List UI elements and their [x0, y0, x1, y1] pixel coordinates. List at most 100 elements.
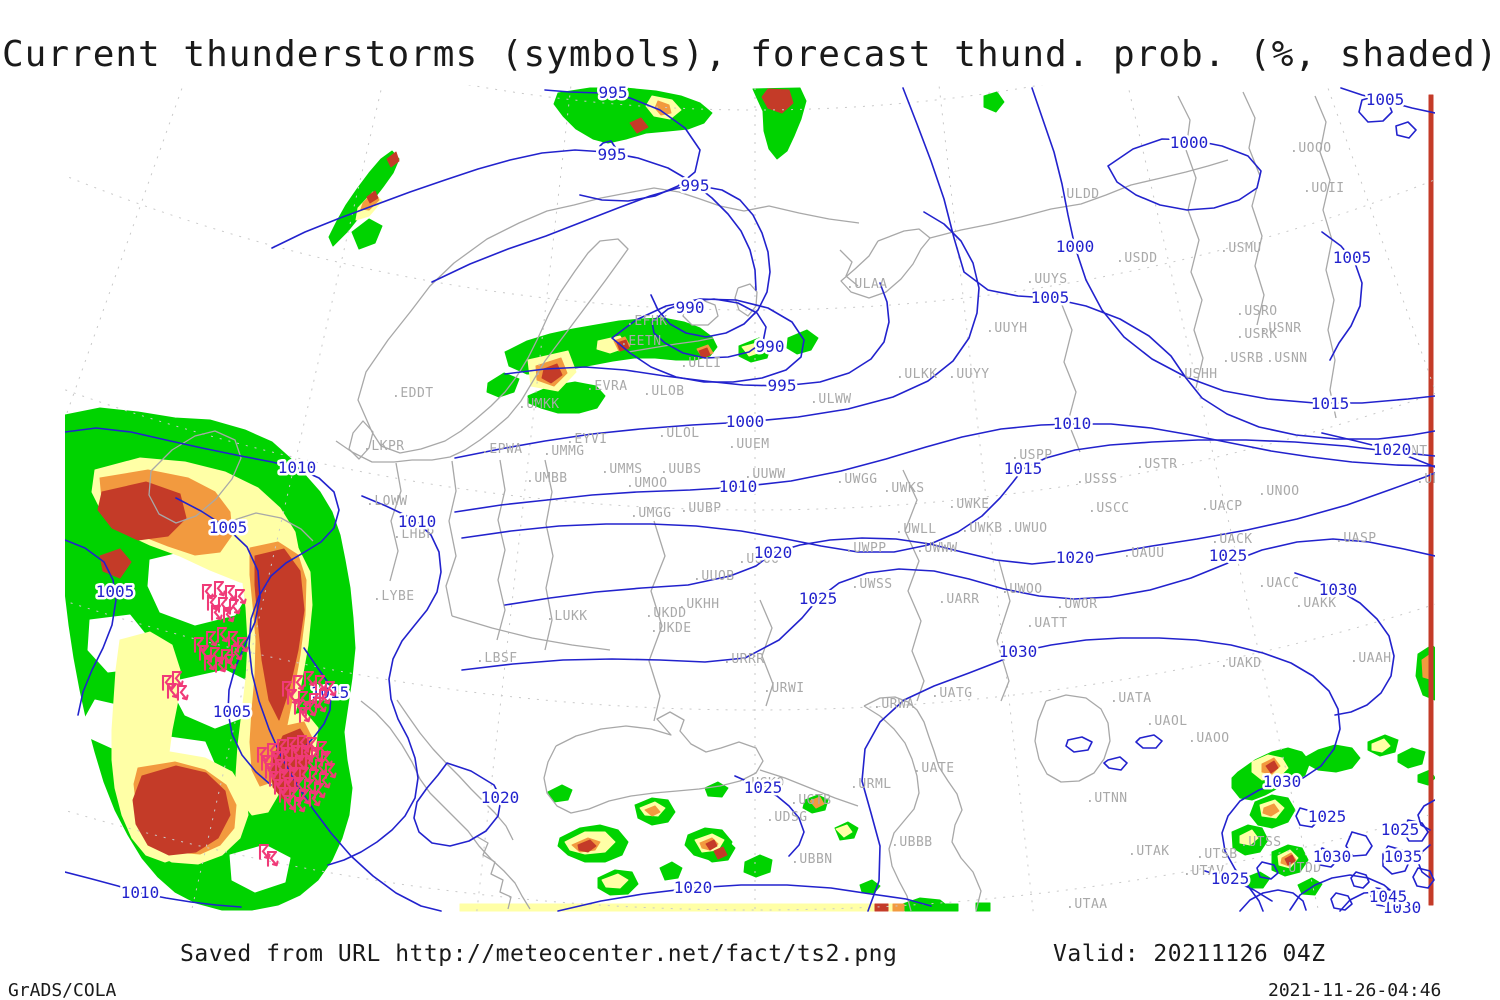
isobar-label: 1025	[1308, 807, 1347, 826]
shade-green	[1397, 747, 1426, 769]
thunderstorm-icon	[318, 688, 331, 705]
station-label: .UUWW	[744, 467, 786, 482]
thunderstorm-icon	[213, 580, 226, 597]
isobar-label: 1005	[1333, 248, 1372, 267]
isobar	[461, 439, 1435, 553]
isobar	[902, 87, 1435, 440]
isobar	[544, 89, 701, 202]
isobar-label: 1020	[1373, 440, 1412, 459]
station-label: .UWOO	[1001, 582, 1043, 597]
thunderstorm-icon	[298, 788, 311, 805]
isobar	[1065, 736, 1093, 753]
thunderstorm-icon	[220, 648, 233, 665]
thunderstorm-icon	[310, 746, 323, 763]
coastline	[335, 238, 629, 463]
coastline	[445, 460, 457, 617]
isobar	[1382, 845, 1411, 875]
isobar	[1339, 891, 1402, 912]
grads-credit: GrADS/COLA	[8, 980, 117, 1000]
thunderstorm-icon	[324, 762, 337, 779]
thunderstorm-icon	[293, 796, 306, 813]
shade-red	[761, 88, 794, 114]
isobar	[1350, 871, 1370, 889]
thunderstorm-icon	[308, 768, 321, 785]
thunderstorm-icon	[308, 692, 321, 709]
station-label: .UAUU	[1123, 546, 1165, 561]
thunderstorm-icon	[300, 744, 313, 761]
station-label: .UWUO	[1006, 521, 1048, 536]
thunderstorm-icon	[314, 696, 327, 713]
thunderstorm-icon	[264, 762, 277, 779]
thunderstorm-icon	[176, 684, 189, 701]
isobar-label: 1030	[1319, 580, 1358, 599]
render-timestamp: 2021-11-26-04:46	[1268, 980, 1442, 1000]
thunderstorm-icon	[283, 776, 296, 793]
station-label: .ULKK	[896, 367, 938, 382]
shade-green	[486, 372, 520, 398]
thunderstorm-icon	[293, 776, 306, 793]
shade-red	[874, 903, 889, 912]
isobar	[651, 298, 767, 359]
thunderstorm-symbols	[161, 580, 337, 867]
station-label: .UOOO	[1290, 141, 1332, 156]
isobar	[504, 472, 1435, 606]
shade-yellow	[601, 873, 629, 889]
station-label: .URWA	[873, 697, 915, 712]
station-label: .URML	[850, 777, 892, 792]
station-label: .LUKK	[546, 609, 588, 624]
station-label: .UTNN	[1086, 791, 1128, 806]
station-label: .UUYY	[948, 367, 990, 382]
station-label: .UTAK	[1128, 844, 1170, 859]
isobar-label: 1020	[674, 878, 713, 897]
isobar-label: 1010	[1053, 414, 1092, 433]
shade-red	[1428, 94, 1434, 906]
station-label: .UAKD	[1220, 656, 1262, 671]
thunderstorm-icon	[303, 778, 316, 795]
thunderstorm-icon	[203, 654, 216, 671]
isobar	[1031, 87, 1435, 404]
station-label: .LKPR	[363, 439, 405, 454]
isobar	[175, 497, 272, 786]
station-label: .EPWA	[481, 442, 523, 457]
station-label: .ULDD	[1058, 187, 1100, 202]
isobar-label: 1030	[999, 642, 1038, 661]
thunderstorm-icon	[224, 653, 237, 670]
station-label: .UAOO	[1188, 731, 1230, 746]
station-label: .UUBP	[680, 501, 722, 516]
thunderstorm-icon	[198, 644, 211, 661]
parallel-line	[467, 85, 1043, 111]
isobar	[302, 647, 332, 750]
station-label: .URWI	[763, 681, 805, 696]
station-label: .UNBB	[1416, 472, 1458, 487]
thunderstorm-icon	[270, 750, 283, 767]
station-label: .USMU	[1220, 241, 1262, 256]
station-label: .UWPP	[845, 541, 887, 556]
isobar-label: 1000	[1056, 237, 1095, 256]
isobar-label: 1035	[1384, 847, 1423, 866]
station-label: .UWWW	[916, 541, 958, 556]
coastline	[348, 420, 374, 460]
station-label: .UTAA	[1066, 897, 1108, 912]
shade-yellow	[459, 903, 894, 912]
station-label: .USTR	[1136, 457, 1178, 472]
station-label: .UUYH	[986, 321, 1028, 336]
station-label: .UUEM	[728, 437, 770, 452]
shade-red	[616, 339, 630, 352]
thunderstorm-icon	[281, 680, 294, 697]
thunderstorm-icon	[161, 674, 174, 691]
station-label: .UGKO	[743, 776, 785, 791]
thunderstorm-icon	[297, 690, 310, 707]
source-url-caption: Saved from URL http://meteocenter.net/fa…	[180, 941, 898, 967]
coastline	[902, 469, 925, 702]
station-label: .UUYS	[1026, 272, 1068, 287]
isobar	[1289, 874, 1403, 911]
thunderstorm-icon	[318, 772, 331, 789]
station-label: .ULAA	[846, 277, 888, 292]
station-label: .ULLI	[680, 356, 722, 371]
station-label: .UATG	[931, 686, 973, 701]
station-label: .ULWW	[810, 392, 852, 407]
shade-orange	[809, 796, 825, 809]
station-label: .UAKK	[1295, 596, 1337, 611]
isobar-label: 995	[598, 145, 627, 164]
